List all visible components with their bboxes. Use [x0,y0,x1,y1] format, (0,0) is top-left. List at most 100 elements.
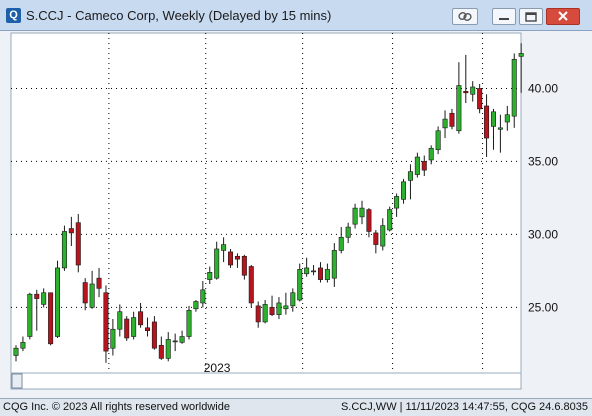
candle [311,265,317,276]
copyright-text: CQG Inc. © 2023 All rights reserved worl… [3,401,230,413]
candle-body [497,127,503,130]
candle [255,301,261,328]
candle-body [456,85,462,132]
candle-body [13,347,19,356]
candle-body [172,340,178,343]
candle [276,297,282,320]
candle-body [373,232,379,245]
candle-body [518,53,524,57]
close-icon [558,11,568,21]
candle-body [214,248,220,279]
candle [442,110,448,139]
candle-body [151,321,157,349]
candle-body [435,130,441,151]
candle-body [82,282,88,304]
candle-body [75,222,81,266]
candle [186,305,192,340]
candle-body [248,266,254,304]
candle-body [449,112,455,127]
minimize-icon [499,18,509,20]
candle-body [470,86,476,95]
y-tick-label: 25.00 [528,300,558,314]
candle [352,203,358,229]
candle-body [200,289,206,304]
candle [13,345,19,362]
candle-body [117,311,123,330]
candle-body [331,250,337,279]
candle-body [186,309,192,337]
candle [394,193,400,217]
candle [144,317,150,337]
minimize-button[interactable] [492,8,516,25]
candle-body [407,171,413,181]
candle [421,155,427,177]
candle-body [394,196,400,209]
candle [414,152,420,178]
y-tick-label: 35.00 [528,154,558,168]
candle-body [158,344,164,359]
candle [172,333,178,352]
candle [518,43,524,93]
candle [124,316,130,341]
candle [96,267,102,298]
candle-body [338,236,344,251]
candle [497,114,503,153]
restore-button[interactable] [519,8,543,25]
chart-scrollbar-thumb[interactable] [11,373,23,389]
candle [138,302,144,328]
candle-body [48,292,54,345]
candle-body [421,161,427,171]
candle [158,336,164,360]
candle [283,292,289,315]
candle [55,260,61,338]
candle-body [193,301,199,310]
candle [89,270,95,309]
candle-body [221,244,227,251]
candle [338,227,344,254]
candle-body [380,225,386,247]
candle [345,222,351,244]
candle [504,105,510,131]
candle-body [55,267,61,337]
candle-body [228,251,234,266]
y-tick-label: 40.00 [528,81,558,95]
candle [373,229,379,254]
candle-body [207,272,213,280]
close-button[interactable] [546,8,580,25]
candle-body [144,327,150,331]
candle [228,248,234,268]
candle [484,94,490,158]
window-title: S.CCJ - Cameco Corp, Weekly (Delayed by … [26,8,332,23]
candle [82,278,88,311]
candle [27,292,33,340]
candle [103,285,109,363]
candle [269,295,275,317]
candle [331,243,337,287]
candle-body [366,209,372,232]
link-button[interactable] [452,8,478,25]
candle [234,253,240,268]
candle-body [359,207,365,218]
candle-body [504,114,510,123]
candle-body [414,156,420,175]
candle-body [401,181,407,200]
cqg-app-icon: Q [6,8,21,23]
candle-body [110,328,116,349]
y-tick-label: 30.00 [528,227,558,241]
candle-body [20,342,26,349]
candle-body [484,105,490,139]
candle [463,54,469,104]
candle [380,218,386,251]
candle [179,330,185,344]
window-titlebar: Q S.CCJ - Cameco Corp, Weekly (Delayed b… [0,0,592,31]
candle [317,262,323,283]
candle-body [34,293,40,299]
chart-scrollbar-track[interactable] [10,372,522,390]
candle-body [89,283,95,308]
candle [20,336,26,352]
candle [387,206,393,232]
candle [248,265,254,308]
candle [241,254,247,280]
